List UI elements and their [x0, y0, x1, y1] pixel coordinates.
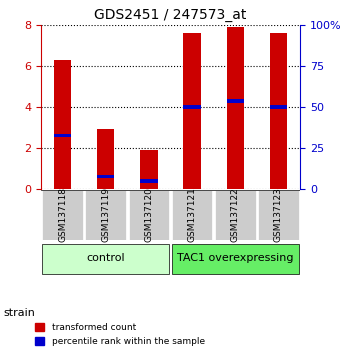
Text: control: control — [86, 253, 125, 263]
Text: strain: strain — [3, 308, 35, 318]
Bar — [54, 60, 71, 189]
Bar — [270, 33, 287, 189]
FancyBboxPatch shape — [42, 244, 169, 274]
FancyBboxPatch shape — [258, 190, 299, 240]
Bar — [183, 33, 201, 189]
FancyBboxPatch shape — [42, 190, 83, 240]
Bar — [54, 134, 71, 137]
FancyBboxPatch shape — [215, 190, 256, 240]
Text: GSM137121: GSM137121 — [188, 187, 197, 242]
Bar — [140, 150, 158, 189]
Text: GSM137122: GSM137122 — [231, 187, 240, 242]
Bar — [227, 99, 244, 103]
Text: GSM137118: GSM137118 — [58, 187, 67, 242]
FancyBboxPatch shape — [85, 190, 126, 240]
Bar — [270, 105, 287, 109]
Title: GDS2451 / 247573_at: GDS2451 / 247573_at — [94, 8, 247, 22]
FancyBboxPatch shape — [172, 190, 212, 240]
Bar — [97, 130, 114, 189]
Text: GSM137120: GSM137120 — [144, 187, 153, 242]
Text: GSM137123: GSM137123 — [274, 187, 283, 242]
Bar — [183, 105, 201, 109]
Text: GSM137119: GSM137119 — [101, 187, 110, 242]
Legend: transformed count, percentile rank within the sample: transformed count, percentile rank withi… — [32, 320, 208, 349]
Bar — [140, 179, 158, 183]
Bar — [97, 175, 114, 178]
Bar — [227, 27, 244, 189]
Text: TAC1 overexpressing: TAC1 overexpressing — [177, 253, 294, 263]
FancyBboxPatch shape — [172, 244, 299, 274]
FancyBboxPatch shape — [129, 190, 169, 240]
